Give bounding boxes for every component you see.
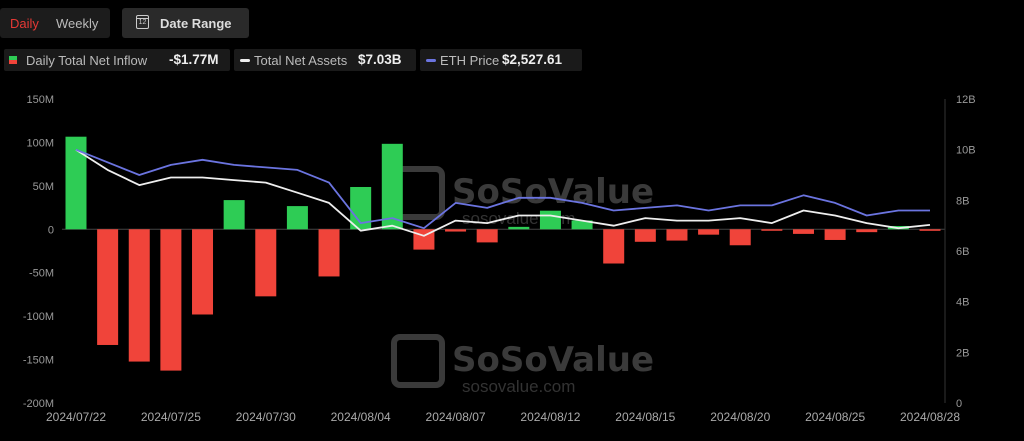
x-axis-tick-label: 2024/08/15	[615, 410, 675, 424]
inflow-bar	[286, 206, 308, 230]
watermark-bottom: SoSoValue sosovalue.com	[391, 334, 654, 396]
right-axis-tick-label: 8B	[956, 195, 969, 207]
inflow-bar	[634, 229, 656, 242]
legend-eth-value: $2,527.61	[502, 52, 563, 67]
calendar-icon: 12	[136, 15, 149, 29]
watermark-brand: SoSoValue	[452, 172, 654, 212]
left-axis-tick-label: -50M	[29, 268, 54, 280]
inflow-bar	[919, 229, 941, 231]
inflow-bar	[381, 143, 403, 230]
inflow-bar	[476, 229, 498, 243]
period-toggle: Daily Weekly	[0, 8, 110, 38]
date-range-label: Date Range	[160, 16, 232, 31]
x-axis-tick-label: 2024/08/12	[520, 410, 580, 424]
x-axis-tick-label: 2024/08/28	[900, 410, 960, 424]
legend-inflow-value: -$1.77M	[169, 52, 219, 67]
legend-eth-label: ETH Price	[440, 53, 500, 68]
legend-item-assets[interactable]: Total Net Assets $7.03B	[234, 49, 416, 71]
inflow-bar	[729, 229, 751, 246]
watermark-top: SoSoValue sosovalue.com	[391, 166, 654, 228]
x-axis-tick-label: 2024/08/04	[331, 410, 391, 424]
inflow-bar	[65, 136, 87, 230]
left-axis-tick-label: -150M	[23, 355, 54, 367]
eth-line-icon	[426, 59, 436, 62]
watermark-group: SoSoValue sosovalue.com SoSoValue sosova…	[391, 166, 654, 396]
inflow-bar	[192, 229, 214, 315]
legend-item-inflow[interactable]: Daily Total Net Inflow -$1.77M	[4, 49, 230, 71]
calendar-day: 12	[138, 19, 147, 26]
right-axis-tick-label: 10B	[956, 145, 976, 157]
inflow-bar	[223, 200, 245, 230]
daily-tab[interactable]: Daily	[10, 16, 39, 31]
inflow-bar	[666, 229, 688, 241]
x-axis-tick-label: 2024/07/30	[236, 410, 296, 424]
inflow-bar	[603, 229, 625, 264]
legend-inflow-label: Daily Total Net Inflow	[26, 53, 148, 68]
left-axis-tick-label: 0	[48, 224, 54, 236]
inflow-bar	[824, 229, 846, 240]
inflow-bar	[350, 186, 372, 230]
inflow-bar	[445, 229, 467, 232]
right-axis-tick-label: 6B	[956, 246, 969, 258]
inflow-bars	[65, 136, 941, 371]
inflow-bar	[698, 229, 720, 235]
x-axis-tick-label: 2024/08/25	[805, 410, 865, 424]
x-axis-tick-label: 2024/08/20	[710, 410, 770, 424]
legend-assets-value: $7.03B	[358, 52, 402, 67]
inflow-bar	[128, 229, 150, 362]
inflow-bar	[318, 229, 340, 277]
date-range-button[interactable]: 12 Date Range	[122, 8, 249, 38]
left-axis-tick-label: 50M	[33, 181, 54, 193]
legend-item-eth[interactable]: ETH Price $2,527.61	[420, 49, 582, 71]
inflow-bar	[792, 229, 814, 234]
x-axis-tick-label: 2024/07/25	[141, 410, 201, 424]
inflow-bar	[856, 229, 878, 233]
legend-assets-label: Total Net Assets	[254, 53, 348, 68]
weekly-tab[interactable]: Weekly	[56, 16, 99, 31]
left-axis-tick-label: -100M	[23, 311, 54, 323]
right-axis-tick-label: 4B	[956, 297, 969, 309]
assets-line-icon	[240, 59, 250, 62]
inflow-bar	[508, 226, 530, 230]
axes-group: 150M 100M 50M 0 -50M -100M -150M -200M 12B 10B 8B 6…	[23, 94, 976, 424]
left-axis-tick-label: 100M	[26, 137, 54, 149]
right-axis-tick-label: 0	[956, 398, 962, 410]
inflow-bar	[255, 229, 277, 297]
left-axis-tick-label: -200M	[23, 398, 54, 410]
watermark-brand: SoSoValue	[452, 340, 654, 380]
watermark-url: sosovalue.com	[462, 377, 575, 396]
x-axis-tick-label: 2024/07/22	[46, 410, 106, 424]
inflow-bar	[539, 210, 561, 230]
watermark-logo-icon	[391, 334, 445, 388]
series-lines	[75, 148, 931, 237]
inflow-bar	[97, 229, 119, 345]
inflow-swatch-icon	[9, 56, 17, 64]
right-axis-tick-label: 2B	[956, 347, 969, 359]
left-axis-tick-label: 150M	[26, 94, 54, 106]
inflow-bar	[761, 229, 783, 231]
x-axis-tick-label: 2024/08/07	[426, 410, 486, 424]
inflow-bar	[571, 220, 593, 230]
eth-price-line	[75, 148, 930, 230]
toolbar: Daily Weekly 12 Date Range	[0, 8, 1024, 38]
total-net-assets-line	[75, 148, 931, 237]
right-axis-tick-label: 12B	[956, 94, 976, 106]
inflow-bar	[160, 229, 182, 371]
